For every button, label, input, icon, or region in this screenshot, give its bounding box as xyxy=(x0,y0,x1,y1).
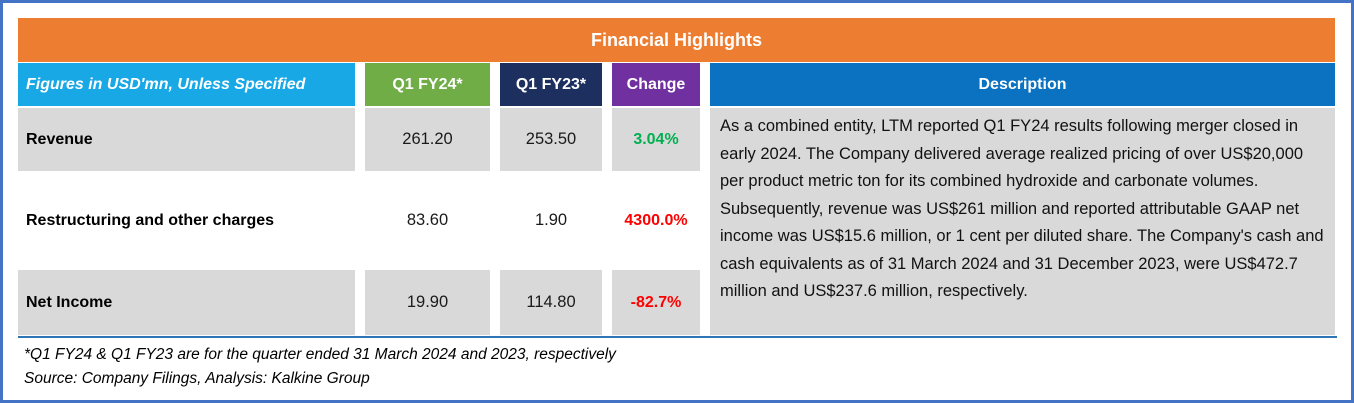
table-underline xyxy=(18,336,1337,338)
description-text: As a combined entity, LTM reported Q1 FY… xyxy=(710,108,1335,335)
page-title: Financial Highlights xyxy=(590,29,762,50)
column-header-figures: Figures in USD'mn, Unless Specified xyxy=(18,63,355,106)
footnotes: *Q1 FY24 & Q1 FY23 are for the quarter e… xyxy=(18,338,1351,391)
column-header-change: Change xyxy=(612,63,700,106)
column-header-q1fy23: Q1 FY23* xyxy=(500,63,602,106)
column-header-q1fy24: Q1 FY24* xyxy=(365,63,490,106)
net-income-change-value: -82.7% xyxy=(612,270,700,335)
row-label-net-income: Net Income xyxy=(18,270,355,335)
revenue-change-value: 3.04% xyxy=(612,108,700,171)
restructuring-q1fy24-value: 83.60 xyxy=(365,173,490,268)
row-label-restructuring: Restructuring and other charges xyxy=(18,173,355,268)
revenue-q1fy23-value: 253.50 xyxy=(500,108,602,171)
revenue-q1fy24-value: 261.20 xyxy=(365,108,490,171)
restructuring-q1fy23-value: 1.90 xyxy=(500,173,602,268)
net-income-q1fy23-value: 114.80 xyxy=(500,270,602,335)
row-label-revenue: Revenue xyxy=(18,108,355,171)
financial-highlights-table: Figures in USD'mn, Unless Specified Q1 F… xyxy=(18,63,1335,335)
net-income-q1fy24-value: 19.90 xyxy=(365,270,490,335)
title-bar: Financial Highlights xyxy=(18,18,1335,62)
footnote-source: Source: Company Filings, Analysis: Kalki… xyxy=(24,370,370,387)
footnote-quarter-note: *Q1 FY24 & Q1 FY23 are for the quarter e… xyxy=(24,346,616,363)
restructuring-change-value: 4300.0% xyxy=(612,173,700,268)
column-header-description: Description xyxy=(710,63,1335,106)
